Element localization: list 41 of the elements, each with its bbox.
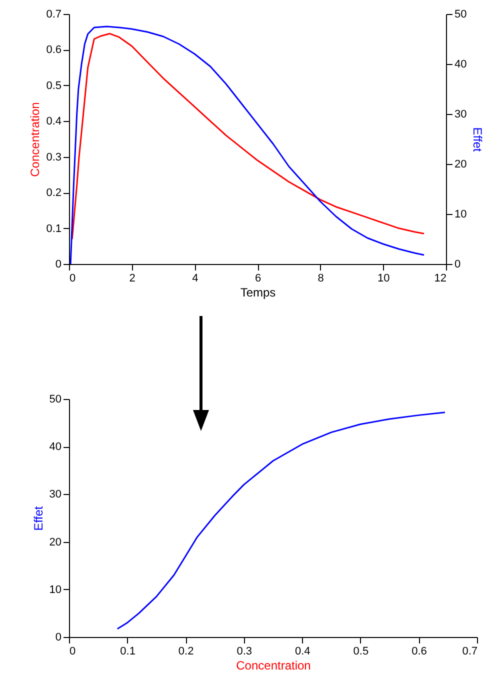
x-tick-label: 0.3 xyxy=(236,646,252,658)
y-tick-label: 20 xyxy=(49,536,62,548)
y-axis-title: Concentration xyxy=(28,102,42,177)
x-tick-label: 0.5 xyxy=(353,646,369,658)
x-tick-label: 8 xyxy=(318,272,324,284)
x-axis-title: Concentration xyxy=(236,658,311,672)
x-tick-label: 0.7 xyxy=(462,646,478,658)
y2-tick-label: 30 xyxy=(454,108,467,120)
y2-tick-label: 0 xyxy=(454,258,461,270)
x-tick-label: 0.2 xyxy=(178,646,194,658)
line-series xyxy=(116,412,446,630)
x-tick-label: 0 xyxy=(70,646,76,658)
y-tick-label: 0.1 xyxy=(46,222,62,235)
y-tick-label: 0.2 xyxy=(46,187,62,200)
y-tick-label: 50 xyxy=(49,394,62,406)
x-tick-label: 12 xyxy=(434,272,446,284)
y2-tick-label: 10 xyxy=(454,208,467,220)
x-tick-label: 0.4 xyxy=(294,646,310,658)
y-tick-label: 10 xyxy=(49,584,62,596)
y-axis-title: Effet xyxy=(31,506,46,531)
y-tick-label: 0.3 xyxy=(46,151,62,164)
y-tick-label: 0.6 xyxy=(46,44,62,56)
y-tick-label: 40 xyxy=(49,441,62,454)
y2-tick-label: 40 xyxy=(454,58,467,70)
x-tick-label: 6 xyxy=(254,272,262,284)
y2-axis-title: Effet xyxy=(470,127,485,152)
y-tick-label: 0.5 xyxy=(46,80,62,92)
x-tick-label: 0 xyxy=(70,272,76,284)
x-tick-label: 0.1 xyxy=(120,646,136,658)
y2-tick-label: 20 xyxy=(454,158,467,170)
y-tick-label: 0.4 xyxy=(46,116,62,128)
y-tick-label: 0.7 xyxy=(46,8,62,20)
x-axis-title: Temps xyxy=(240,286,276,300)
x-tick-label: 10 xyxy=(378,272,390,284)
y2-tick-label: 50 xyxy=(454,8,467,20)
y-tick-label: 0 xyxy=(55,258,62,270)
x-tick-label: 2 xyxy=(129,272,136,284)
x-tick-label: 0.6 xyxy=(412,646,427,658)
y-tick-label: 30 xyxy=(49,488,62,501)
x-tick-label: 4 xyxy=(192,272,198,284)
y-tick-label: 0 xyxy=(55,632,62,644)
